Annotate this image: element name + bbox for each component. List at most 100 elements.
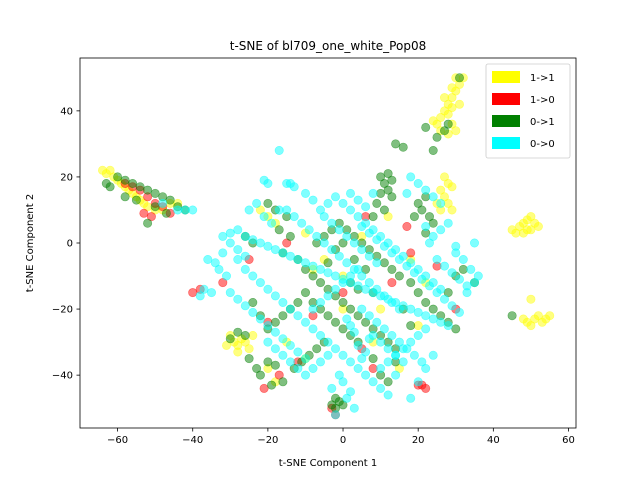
series-0->0	[158, 146, 483, 420]
data-point	[447, 301, 457, 311]
data-point	[330, 410, 340, 420]
data-point	[240, 264, 250, 274]
data-point	[447, 103, 457, 113]
data-point	[248, 271, 258, 281]
data-point	[323, 350, 333, 360]
data-point	[315, 264, 325, 274]
data-point	[413, 307, 423, 317]
data-point	[361, 347, 371, 357]
data-point	[379, 291, 389, 301]
data-point	[293, 347, 303, 357]
data-point	[428, 278, 438, 288]
data-point	[278, 377, 288, 387]
data-point	[364, 251, 374, 261]
data-point	[233, 255, 243, 265]
data-point	[270, 327, 280, 337]
data-point	[252, 198, 262, 208]
data-point	[297, 218, 307, 228]
data-point	[338, 288, 348, 298]
data-point	[225, 288, 235, 298]
data-point	[315, 297, 325, 307]
data-point	[417, 205, 427, 215]
data-point	[473, 271, 483, 281]
data-point	[436, 225, 446, 235]
data-point	[379, 324, 389, 334]
data-point	[526, 294, 536, 304]
data-point	[361, 202, 371, 212]
data-point	[383, 377, 393, 387]
data-point	[439, 261, 449, 271]
legend-swatch	[492, 137, 520, 149]
data-point	[383, 238, 393, 248]
data-point	[143, 218, 153, 228]
data-point	[436, 198, 446, 208]
data-point	[248, 307, 258, 317]
y-tick-label: −20	[52, 305, 73, 316]
data-point	[353, 340, 363, 350]
x-tick-label: −60	[107, 435, 128, 446]
data-point	[421, 122, 431, 132]
data-point	[439, 93, 449, 103]
data-point	[391, 350, 401, 360]
data-point	[372, 258, 382, 268]
data-point	[364, 278, 374, 288]
data-point	[368, 377, 378, 387]
data-point	[278, 334, 288, 344]
data-point	[203, 255, 213, 265]
data-point	[308, 363, 318, 373]
data-point	[383, 357, 393, 367]
data-point	[406, 258, 416, 268]
data-point	[368, 354, 378, 364]
data-point	[353, 195, 363, 205]
data-point	[353, 264, 363, 274]
data-point	[274, 146, 284, 156]
data-point	[263, 179, 273, 189]
data-point	[443, 321, 453, 331]
data-point	[376, 188, 386, 198]
data-point	[334, 225, 344, 235]
series-1->1	[98, 73, 555, 387]
y-axis-label: t-SNE Component 2	[25, 194, 36, 292]
data-point	[244, 205, 254, 215]
data-point	[428, 304, 438, 314]
data-point	[274, 205, 284, 215]
data-point	[304, 225, 314, 235]
data-point	[323, 258, 333, 268]
data-point	[233, 294, 243, 304]
data-point	[406, 278, 416, 288]
data-point	[267, 218, 277, 228]
data-point	[293, 297, 303, 307]
data-point	[128, 179, 138, 189]
data-point	[447, 268, 457, 278]
data-point	[458, 264, 468, 274]
data-point	[323, 198, 333, 208]
data-point	[300, 188, 310, 198]
data-point	[394, 304, 404, 314]
data-point	[285, 304, 295, 314]
data-point	[398, 142, 408, 152]
data-point	[387, 278, 397, 288]
data-point	[308, 304, 318, 314]
data-point	[270, 291, 280, 301]
data-point	[308, 271, 318, 281]
data-point	[188, 288, 198, 298]
data-point	[285, 251, 295, 261]
data-point	[436, 185, 446, 195]
data-point	[289, 182, 299, 192]
data-point	[180, 205, 190, 215]
data-point	[361, 370, 371, 380]
data-point	[244, 344, 254, 354]
data-point	[327, 245, 337, 255]
data-point	[428, 314, 438, 324]
data-point	[263, 241, 273, 251]
data-point	[413, 377, 423, 387]
data-point	[421, 311, 431, 321]
data-point	[218, 231, 228, 241]
data-point	[383, 185, 393, 195]
data-point	[150, 188, 160, 198]
data-point	[255, 278, 265, 288]
data-point	[252, 363, 262, 373]
data-point	[383, 344, 393, 354]
data-point	[379, 258, 389, 268]
data-point	[402, 344, 412, 354]
